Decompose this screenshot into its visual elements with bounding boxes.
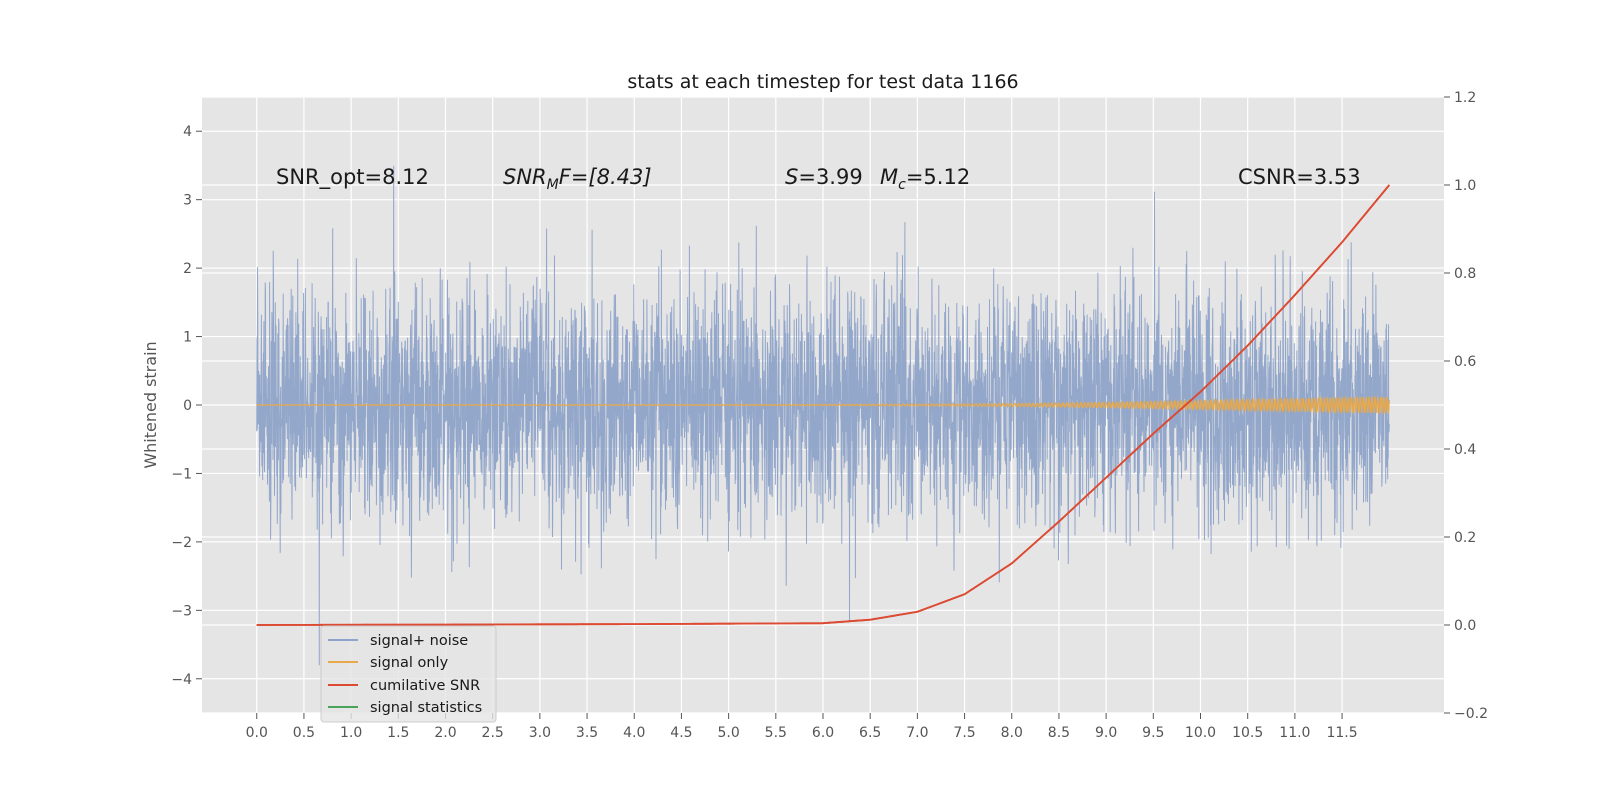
x-tick-label: 8.0	[1001, 725, 1023, 741]
x-tick-label: 2.0	[434, 725, 456, 741]
x-tick-label: 11.5	[1326, 725, 1357, 741]
x-tick-label: 11.0	[1279, 725, 1310, 741]
cumulative-snr-line	[256, 184, 1390, 626]
legend: signal+ noise signal only cumilative SNR…	[320, 625, 497, 723]
annotation-snr-mf: SNRMF=[8.43]	[503, 165, 652, 193]
signal-only-line	[256, 394, 1390, 416]
y2-tick-label: 1.0	[1454, 178, 1476, 194]
chart-title: stats at each timestep for test data 116…	[627, 71, 1018, 93]
x-tick-label: 7.5	[953, 725, 975, 741]
x-tick-label: 1.5	[387, 725, 409, 741]
y-tick-label: −3	[171, 603, 192, 619]
y-tick-label: 0	[183, 398, 192, 414]
legend-label-signal-statistics: signal statistics	[370, 700, 482, 716]
x-tick-label: 9.5	[1142, 725, 1164, 741]
x-tick-label: 10.0	[1185, 725, 1216, 741]
y-axis-label: Whitened strain	[141, 341, 160, 468]
y2-tick-label: −0.2	[1454, 706, 1488, 722]
x-tick-label: 5.0	[717, 725, 739, 741]
y2-tick-label: 0.8	[1454, 266, 1476, 282]
annotation-s: S=3.99	[785, 165, 863, 189]
x-tick-label: 8.5	[1048, 725, 1070, 741]
x-tick-label: 6.0	[812, 725, 834, 741]
signal-noise-line	[256, 165, 1390, 666]
y-tick-label: −1	[171, 466, 192, 482]
legend-label-cumulative-snr: cumilative SNR	[370, 678, 480, 694]
y2-axis-ticks: −0.2 0.0 0.2 0.4 0.6 0.8 1.0 1.2	[1444, 90, 1488, 722]
x-tick-label: 7.0	[906, 725, 928, 741]
y2-tick-label: 1.2	[1454, 90, 1476, 106]
x-axis-ticks: 0.0 0.5 1.0 1.5 2.0 2.5 3.0 3.5 4.0 4.5 5.0 5.5 6.0 6…	[246, 713, 1358, 741]
x-tick-label: 2.5	[482, 725, 504, 741]
x-tick-label: 4.5	[670, 725, 692, 741]
x-tick-label: 0.5	[293, 725, 315, 741]
cumulative-snr-series	[256, 184, 1390, 626]
annotation-csnr: CSNR=3.53	[1238, 165, 1361, 189]
annotation-mc: Mc=5.12	[880, 165, 970, 193]
y-tick-label: −2	[171, 535, 192, 551]
signal-noise-series	[256, 165, 1390, 666]
annotation-snr-opt: SNR_opt=8.12	[276, 165, 429, 190]
x-tick-label: 10.5	[1232, 725, 1263, 741]
y2-tick-label: 0.4	[1454, 442, 1476, 458]
x-tick-label: 5.5	[765, 725, 787, 741]
signal-only-series	[256, 394, 1390, 416]
y-tick-label: 2	[183, 261, 192, 277]
x-tick-label: 1.0	[340, 725, 362, 741]
y-tick-label: −4	[171, 672, 192, 688]
legend-label-signal-noise: signal+ noise	[370, 633, 468, 649]
legend-box	[320, 625, 497, 723]
x-tick-label: 0.0	[246, 725, 268, 741]
y-axis-ticks: −4 −3 −2 −1 0 1 2 3 4	[171, 124, 202, 688]
y2-tick-label: 0.6	[1454, 354, 1476, 370]
x-tick-label: 9.0	[1095, 725, 1117, 741]
y-tick-label: 1	[183, 330, 192, 346]
y2-tick-label: 0.2	[1454, 530, 1476, 546]
y-tick-label: 4	[183, 124, 192, 140]
x-tick-label: 3.0	[529, 725, 551, 741]
legend-label-signal-only: signal only	[370, 655, 449, 671]
x-tick-label: 3.5	[576, 725, 598, 741]
x-tick-label: 6.5	[859, 725, 881, 741]
x-tick-label: 4.0	[623, 725, 645, 741]
y-tick-label: 3	[183, 193, 192, 209]
y2-tick-label: 0.0	[1454, 618, 1476, 634]
